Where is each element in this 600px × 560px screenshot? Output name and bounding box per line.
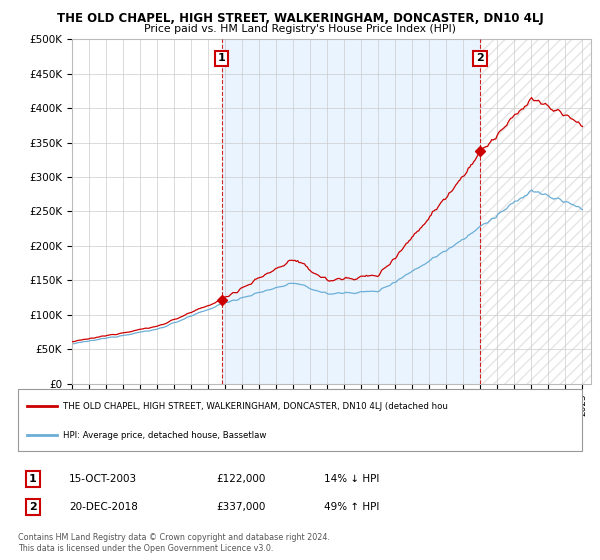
Text: 49% ↑ HPI: 49% ↑ HPI <box>324 502 379 512</box>
Text: Price paid vs. HM Land Registry's House Price Index (HPI): Price paid vs. HM Land Registry's House … <box>144 24 456 34</box>
Bar <box>480 39 591 384</box>
Text: Contains HM Land Registry data © Crown copyright and database right 2024.
This d: Contains HM Land Registry data © Crown c… <box>18 533 330 553</box>
Text: HPI: Average price, detached house, Bassetlaw: HPI: Average price, detached house, Bass… <box>63 431 266 440</box>
Text: 20-DEC-2018: 20-DEC-2018 <box>69 502 138 512</box>
Text: THE OLD CHAPEL, HIGH STREET, WALKERINGHAM, DONCASTER, DN10 4LJ (detached hou: THE OLD CHAPEL, HIGH STREET, WALKERINGHA… <box>63 402 448 411</box>
Text: £337,000: £337,000 <box>216 502 265 512</box>
Text: THE OLD CHAPEL, HIGH STREET, WALKERINGHAM, DONCASTER, DN10 4LJ: THE OLD CHAPEL, HIGH STREET, WALKERINGHA… <box>56 12 544 25</box>
Text: 1: 1 <box>29 474 37 484</box>
Text: £122,000: £122,000 <box>216 474 265 484</box>
Bar <box>221 39 480 384</box>
Text: 14% ↓ HPI: 14% ↓ HPI <box>324 474 379 484</box>
Text: 1: 1 <box>218 54 226 63</box>
Text: 2: 2 <box>29 502 37 512</box>
Text: 2: 2 <box>476 54 484 63</box>
Text: 15-OCT-2003: 15-OCT-2003 <box>69 474 137 484</box>
